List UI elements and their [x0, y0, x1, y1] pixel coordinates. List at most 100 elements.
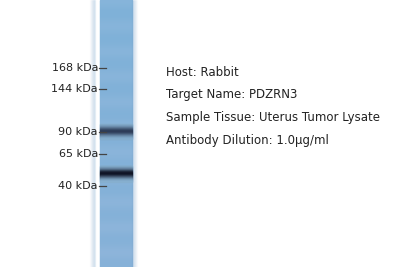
Bar [100, 70, 132, 71]
Bar [100, 259, 132, 260]
Bar [100, 52, 132, 53]
Bar [100, 260, 132, 261]
Bar [100, 164, 132, 165]
Bar [100, 210, 132, 211]
Bar [100, 13, 132, 14]
Bar [100, 143, 132, 144]
Bar [100, 109, 132, 110]
Bar [100, 24, 132, 25]
Bar [100, 128, 132, 129]
Bar [100, 88, 132, 89]
Bar [100, 248, 132, 249]
Bar [100, 174, 132, 175]
Bar [100, 140, 132, 141]
Bar [100, 108, 132, 109]
Bar [100, 91, 132, 92]
Bar [100, 81, 132, 82]
Bar [100, 22, 132, 23]
Bar [100, 99, 132, 100]
Bar [100, 47, 132, 48]
Bar [100, 72, 132, 73]
Bar [100, 64, 132, 65]
Bar [100, 79, 132, 80]
Bar [100, 180, 132, 181]
Bar [100, 180, 132, 181]
Bar [100, 119, 132, 120]
Bar [100, 173, 132, 174]
Text: Host: Rabbit: Host: Rabbit [166, 66, 239, 78]
Bar [100, 213, 132, 214]
Bar [100, 169, 132, 170]
Bar [100, 256, 132, 257]
Bar [100, 67, 132, 68]
Bar [100, 77, 132, 78]
Bar [100, 106, 132, 107]
Bar [100, 93, 132, 94]
Bar [100, 35, 132, 36]
Bar [100, 166, 132, 167]
Bar [100, 148, 132, 149]
Bar [100, 68, 132, 69]
Bar [100, 241, 132, 242]
Bar [100, 15, 132, 16]
Bar [100, 177, 132, 178]
Bar [100, 29, 132, 30]
Bar [100, 181, 132, 182]
Bar [100, 130, 132, 131]
Bar [100, 160, 132, 161]
Bar [94, 0, 95, 267]
Bar [100, 100, 132, 101]
Bar [100, 62, 132, 63]
Bar [100, 199, 132, 200]
Bar [100, 39, 132, 40]
Bar [100, 8, 132, 9]
Bar [100, 219, 132, 220]
Bar [100, 212, 132, 213]
Bar [100, 97, 132, 98]
Bar [100, 117, 132, 118]
Bar [100, 232, 132, 233]
Bar [100, 222, 132, 223]
Bar [100, 242, 132, 243]
Bar [100, 218, 132, 219]
Bar [100, 26, 132, 27]
Bar [100, 178, 132, 179]
Bar [100, 83, 132, 84]
Bar [100, 175, 132, 176]
Bar [100, 9, 132, 10]
Bar [100, 185, 132, 186]
Bar [92, 0, 93, 267]
Bar [100, 195, 132, 196]
Bar [100, 261, 132, 262]
Bar [100, 250, 132, 251]
Bar [100, 135, 132, 136]
Bar [100, 155, 132, 156]
Bar [100, 33, 132, 34]
Bar [93, 0, 94, 267]
Bar [100, 61, 132, 62]
Bar [100, 149, 132, 150]
Bar [100, 142, 132, 143]
Bar [100, 264, 132, 265]
Bar [100, 205, 132, 206]
Bar [100, 246, 132, 247]
Bar [91, 0, 92, 267]
Bar [100, 38, 132, 39]
Bar [100, 244, 132, 245]
Bar [100, 14, 132, 15]
Bar [100, 202, 132, 203]
Bar [100, 172, 132, 173]
Bar [100, 139, 132, 140]
Bar [100, 7, 132, 8]
Bar [100, 124, 132, 125]
Bar [100, 188, 132, 189]
Bar [100, 153, 132, 154]
Bar [100, 57, 132, 58]
Bar [100, 204, 132, 205]
Bar [100, 216, 132, 217]
Bar [100, 4, 132, 5]
Bar [100, 156, 132, 157]
Bar [100, 116, 132, 117]
Bar [100, 69, 132, 70]
Bar [100, 262, 132, 263]
